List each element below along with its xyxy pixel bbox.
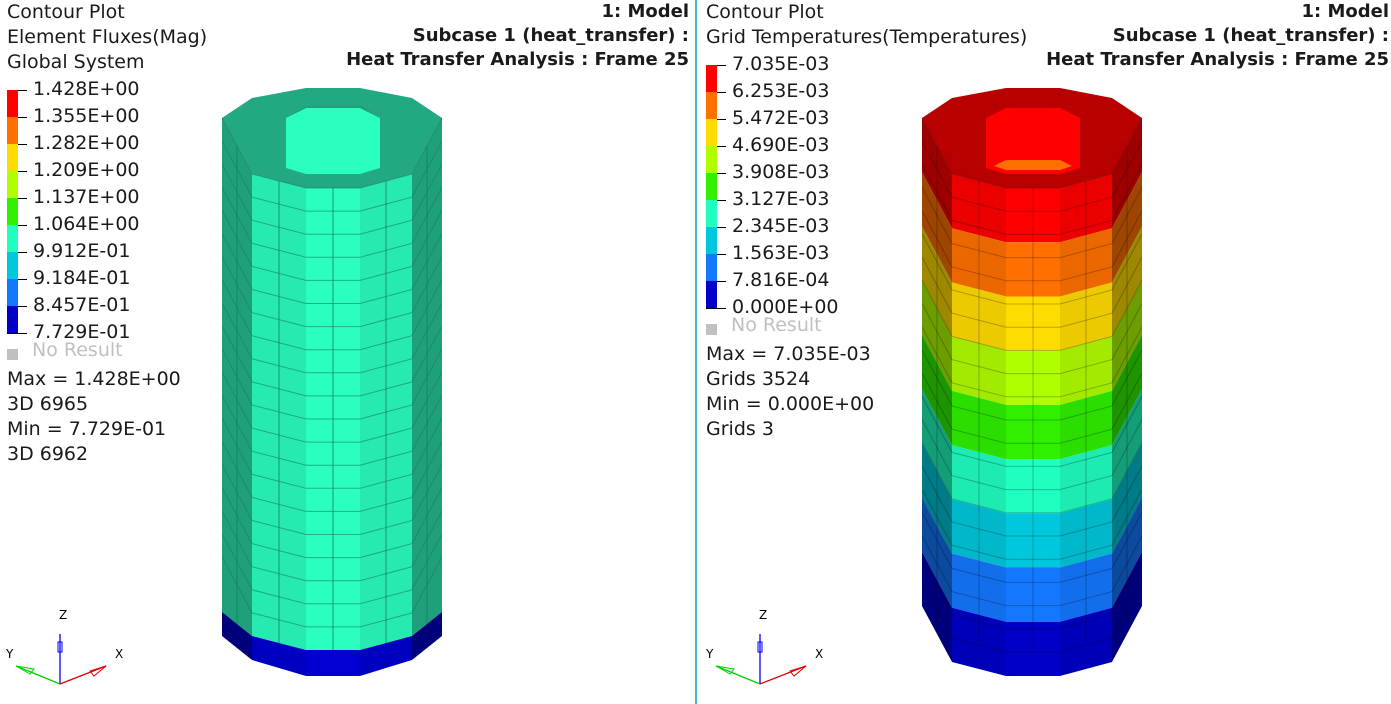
legend-swatch [7,171,18,198]
legend-tick [7,333,27,334]
legend-label: 7.816E-04 [732,269,830,291]
viewport-divider[interactable] [695,0,697,704]
model-header: 1: Model Subcase 1 (heat_transfer) : Hea… [346,0,689,72]
subcase-label: Subcase 1 (heat_transfer) : [412,25,689,46]
title-line-2: Element Fluxes(Mag) [7,26,208,48]
legend-label: 3.127E-03 [732,188,830,210]
legend-swatch [706,254,717,281]
legend-label: 8.457E-01 [33,294,131,316]
analysis-frame: Heat Transfer Analysis : Frame 25 [346,49,689,70]
subcase-label: Subcase 1 (heat_transfer) : [1112,25,1389,46]
z-axis-label: Z [59,608,67,622]
legend-swatch [706,227,717,254]
legend-label: 7.729E-01 [33,321,131,343]
legend-label: 9.912E-01 [33,240,131,262]
legend-swatch [706,173,717,200]
max-location: Grids 3524 [706,368,811,390]
legend-swatch [7,144,18,171]
tube-model-flux[interactable] [222,88,442,678]
legend-label: 1.428E+00 [33,78,140,100]
model-name: 1: Model [1301,1,1389,22]
max-location: 3D 6965 [7,393,89,415]
no-result-entry: No Result [706,314,822,336]
z-axis-label: Z [759,608,767,622]
min-value: Min = 7.729E-01 [7,418,167,440]
legend-label: 2.345E-03 [732,215,830,237]
x-axis-label: X [115,647,123,661]
no-result-label: No Result [32,339,123,361]
legend-swatch [706,146,717,173]
legend-label: 7.035E-03 [732,53,830,75]
legend-swatch [7,90,18,117]
model-name: 1: Model [601,1,689,22]
analysis-frame: Heat Transfer Analysis : Frame 25 [1046,49,1389,70]
legend-tick [706,308,726,309]
title-line-2: Grid Temperatures(Temperatures) [706,26,1028,48]
stats-block: Max = 7.035E-03 Grids 3524 Min = 0.000E+… [706,342,874,442]
model-header: 1: Model Subcase 1 (heat_transfer) : Hea… [1046,0,1389,72]
legend-swatch [7,252,18,279]
x-axis-label: X [815,647,823,661]
min-location: Grids 3 [706,418,774,440]
legend-swatch [7,279,18,306]
legend-label: 1.563E-03 [732,242,830,264]
legend-label: 6.253E-03 [732,80,830,102]
legend-label: 1.209E+00 [33,159,140,181]
legend-label: 1.282E+00 [33,132,140,154]
viewport-right[interactable]: Contour Plot Grid Temperatures(Temperatu… [697,0,1391,704]
no-result-label: No Result [731,314,822,336]
title-line-1: Contour Plot [7,1,125,23]
tube-model-temperature[interactable] [922,88,1142,678]
legend-label: 5.472E-03 [732,107,830,129]
max-value: Max = 7.035E-03 [706,343,871,365]
legend-label: 4.690E-03 [732,134,830,156]
title-line-1: Contour Plot [706,1,824,23]
legend-label: 3.908E-03 [732,161,830,183]
axis-triad: Z Y X [705,608,823,685]
legend-swatch [706,92,717,119]
viewport-left[interactable]: Contour Plot Element Fluxes(Mag) Global … [0,0,695,704]
legend-label: 1.355E+00 [33,105,140,127]
min-value: Min = 0.000E+00 [706,393,875,415]
legend-swatch [706,65,717,92]
legend-swatch [7,198,18,225]
max-value: Max = 1.428E+00 [7,368,181,390]
no-result-swatch [7,349,18,360]
no-result-entry: No Result [7,339,123,361]
legend-swatch [706,119,717,146]
legend-label: 0.000E+00 [732,296,839,318]
y-axis-label: Y [705,647,714,661]
legend-swatch [706,200,717,227]
title-line-3: Global System [7,51,145,73]
no-result-swatch [706,324,717,335]
y-axis-label: Y [5,647,14,661]
contour-title-block: Contour Plot Element Fluxes(Mag) Global … [7,0,207,75]
legend-swatch [706,281,717,308]
legend-label: 9.184E-01 [33,267,131,289]
legend-swatch [7,306,18,333]
legend-swatch [7,225,18,252]
legend-swatch [7,117,18,144]
stats-block: Max = 1.428E+00 3D 6965 Min = 7.729E-01 … [7,367,181,467]
axis-triad: Z Y X [5,608,123,685]
contour-title-block: Contour Plot Grid Temperatures(Temperatu… [706,0,1027,50]
legend-label: 1.137E+00 [33,186,140,208]
min-location: 3D 6962 [7,443,89,465]
legend-label: 1.064E+00 [33,213,140,235]
